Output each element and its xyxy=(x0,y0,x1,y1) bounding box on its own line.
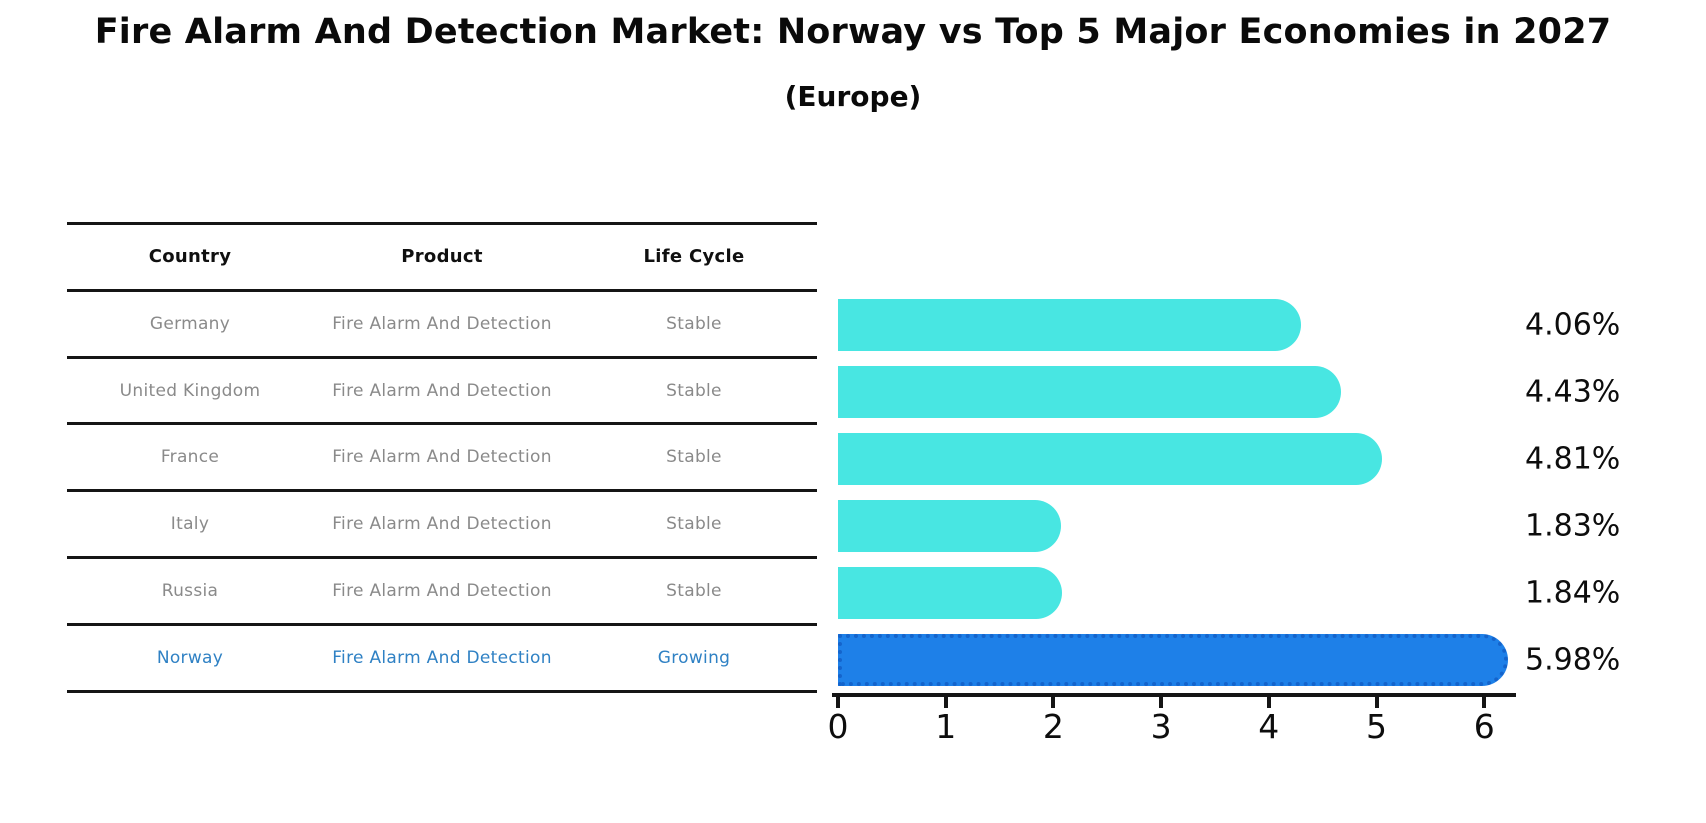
bar-row: 1.83% xyxy=(838,492,1698,559)
x-axis-tick-label: 5 xyxy=(1366,707,1387,746)
table-row-france: France Fire Alarm And Detection Stable xyxy=(67,425,817,493)
table-row-norway: Norway Fire Alarm And Detection Growing xyxy=(67,626,817,693)
cell-lifecycle: Growing xyxy=(657,647,731,668)
bar-row: 1.84% xyxy=(838,559,1698,626)
cell-lifecycle: Stable xyxy=(666,447,722,468)
chart-subtitle: (Europe) xyxy=(784,80,922,113)
bar-value-label: 1.84% xyxy=(1525,575,1621,611)
bar-value-label: 1.83% xyxy=(1525,508,1621,544)
table-body: Germany Fire Alarm And Detection Stable Uni… xyxy=(67,292,817,693)
x-axis-tick xyxy=(1159,695,1164,708)
bar-italy xyxy=(838,499,1062,552)
bar-russia xyxy=(838,566,1063,619)
cell-lifecycle: Stable xyxy=(666,380,722,401)
x-axis-tick xyxy=(1266,695,1271,708)
comparison-table: Country Product Life Cycle Germany Fire A… xyxy=(67,222,817,693)
cell-product: Fire Alarm And Detection xyxy=(332,380,552,401)
x-axis-tick-label: 2 xyxy=(1042,707,1064,746)
cell-product: Fire Alarm And Detection xyxy=(332,514,552,535)
cell-country: Germany xyxy=(149,313,231,334)
x-axis-tick-label: 4 xyxy=(1258,707,1280,746)
chart-title: Fire Alarm And Detection Market: Norway … xyxy=(94,12,1612,52)
cell-lifecycle: Stable xyxy=(666,581,722,602)
bar-row: 4.43% xyxy=(838,359,1698,426)
column-header-lifecycle: Life Cycle xyxy=(643,246,745,268)
bar-value-label: 5.98% xyxy=(1525,642,1621,678)
table-row-italy: Italy Fire Alarm And Detection Stable xyxy=(67,492,817,560)
cell-product: Fire Alarm And Detection xyxy=(332,313,552,334)
x-axis-tick xyxy=(943,695,948,708)
column-header-country: Country xyxy=(148,246,232,268)
cell-country: Norway xyxy=(156,647,224,668)
x-axis-tick xyxy=(836,695,840,708)
bar-value-label: 4.06% xyxy=(1525,307,1621,343)
cell-product: Fire Alarm And Detection xyxy=(332,581,552,602)
bar-france xyxy=(838,433,1383,486)
bar-row: 4.81% xyxy=(838,426,1698,493)
column-header-product: Product xyxy=(401,246,483,268)
bar-row: 4.06% xyxy=(838,292,1698,359)
cell-product: Fire Alarm And Detection xyxy=(332,447,552,468)
cell-country: United Kingdom xyxy=(119,380,261,401)
x-axis-tick-label: 6 xyxy=(1473,707,1495,746)
bar-value-label: 4.81% xyxy=(1525,441,1621,477)
x-axis-tick-label: 3 xyxy=(1150,707,1172,746)
bar-united-kingdom xyxy=(838,366,1342,419)
x-axis-tick-label: 0 xyxy=(827,707,849,746)
cell-product: Fire Alarm And Detection xyxy=(332,647,552,668)
bar-value-label: 4.43% xyxy=(1525,374,1621,410)
bar-germany xyxy=(838,299,1302,352)
x-axis-tick xyxy=(1482,695,1487,708)
cell-lifecycle: Stable xyxy=(666,313,722,334)
bar-norway xyxy=(838,633,1509,686)
x-axis-tick-label: 1 xyxy=(935,707,957,746)
bar-chart: 4.06% 4.43% 4.81% 1.83% 1.84% 5.98% xyxy=(838,292,1698,694)
table-row-russia: Russia Fire Alarm And Detection Stable xyxy=(67,559,817,626)
cell-country: France xyxy=(160,447,220,468)
x-axis-tick xyxy=(1374,695,1379,708)
cell-lifecycle: Stable xyxy=(666,514,722,535)
cell-country: Italy xyxy=(170,514,210,535)
table-row-germany: Germany Fire Alarm And Detection Stable xyxy=(67,292,817,359)
table-row-united-kingdom: United Kingdom Fire Alarm And Detection St… xyxy=(67,359,817,426)
table-header-row: Country Product Life Cycle xyxy=(67,225,817,292)
cell-country: Russia xyxy=(161,581,219,602)
bar-row: 5.98% xyxy=(838,626,1698,693)
x-axis-tick xyxy=(1051,695,1056,708)
